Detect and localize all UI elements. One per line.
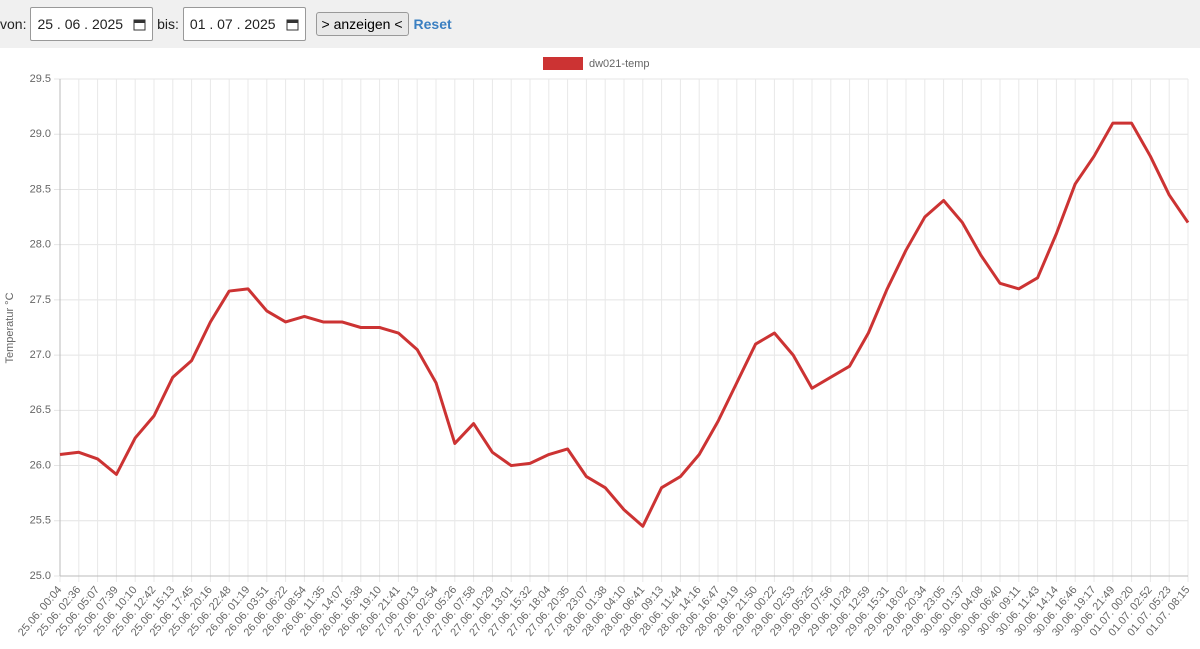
line xyxy=(59,121,1190,528)
from-label: von: xyxy=(0,16,27,32)
y-tick-label: 25.0 xyxy=(30,570,51,582)
to-date-input[interactable]: 01 . 07 . 2025 xyxy=(182,7,306,41)
calendar-icon[interactable] xyxy=(286,18,299,31)
y-tick-label: 29.0 xyxy=(30,128,51,140)
legend-swatch xyxy=(543,57,583,70)
calendar-icon[interactable] xyxy=(133,18,146,31)
chart: Temperatur °C 25.0 25.5 26.0 26.5 27.0 27.5 28… xyxy=(4,57,1193,639)
from-date-input[interactable]: 25 . 06 . 2025 xyxy=(30,7,154,41)
submit-button[interactable]: > anzeigen < xyxy=(315,12,409,36)
to-label: bis: xyxy=(157,16,179,32)
from-date: 25 . 06 . 2025 xyxy=(37,16,124,32)
filter-bar: von: 25 . 06 . 2025 bis: 01 . 07 . 2025 … xyxy=(0,0,1200,48)
y-tick-label: 27.0 xyxy=(30,349,51,361)
legend-label: dw021-temp xyxy=(589,58,650,70)
y-tick-label: 27.5 xyxy=(30,294,51,306)
to-date: 01 . 07 . 2025 xyxy=(189,16,276,32)
y-tick-label: 28.0 xyxy=(30,239,51,251)
reset-link[interactable]: Reset xyxy=(413,16,452,32)
y-tick-label: 25.5 xyxy=(30,515,51,527)
y-tick-label: 28.5 xyxy=(30,183,51,195)
y-tick-label: 29.5 xyxy=(30,73,51,85)
y-tick-label: 26.5 xyxy=(30,404,51,416)
y-tick-label: 26.0 xyxy=(30,459,51,471)
y-axis-title: Temperatur °C xyxy=(4,292,16,363)
